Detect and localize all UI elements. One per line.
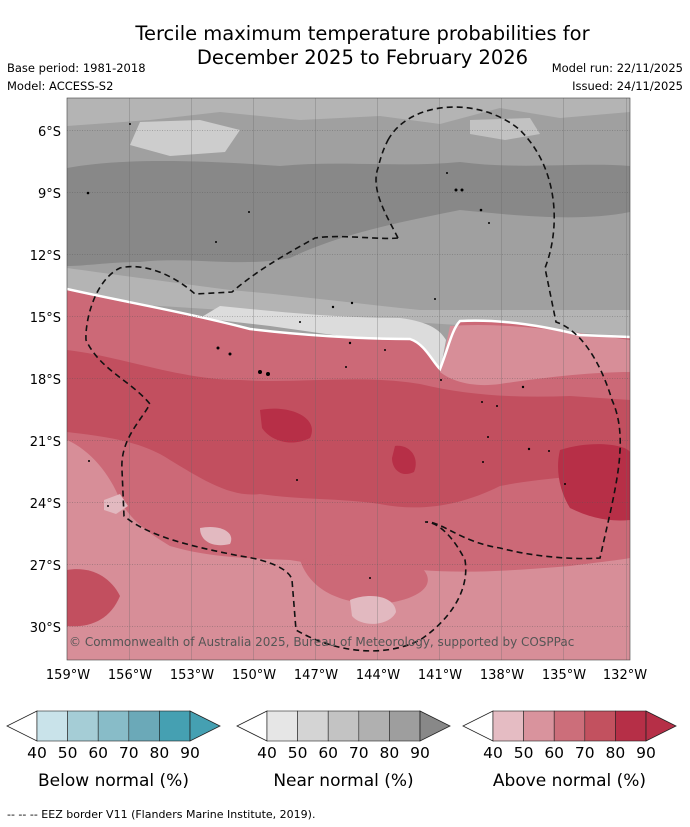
latitude-labels: 6°S 9°S 12°S 15°S 18°S 21°S 24°S 27°S 30… [30, 125, 61, 636]
lat-label: 27°S [30, 559, 61, 574]
title-line-2: December 2025 to February 2026 [196, 46, 529, 69]
near-normal-lower-light [67, 268, 630, 336]
lat-label: 18°S [30, 373, 61, 388]
near-normal-legend-swatch [327, 710, 360, 742]
below-normal-legend-low-arrow [6, 710, 38, 742]
above-normal-legend-swatch [523, 710, 555, 742]
below-normal-legend-tick: 60 [88, 744, 109, 762]
above-normal-legend-tick: 60 [544, 744, 565, 762]
eez-french-polynesia [85, 106, 622, 652]
islands [86, 123, 566, 579]
legend-colorbars [6, 710, 677, 742]
lon-label: 159°W [46, 668, 90, 683]
model-run: Model run: 22/11/2025 [551, 61, 683, 75]
lon-label: 147°W [294, 668, 338, 683]
lon-label: 138°W [480, 668, 524, 683]
below-normal-legend-swatch [97, 710, 130, 742]
map-frame [66, 97, 631, 661]
near-normal-top-light [67, 98, 630, 126]
lat-label: 6°S [38, 125, 61, 140]
near-normal-legend-high-arrow [419, 710, 451, 742]
below-normal-legend-tick: 40 [27, 744, 47, 762]
above-normal-legend-tick: 50 [513, 744, 534, 762]
above-normal-legend-tick: 70 [574, 744, 595, 762]
lat-label: 24°S [30, 497, 61, 512]
lat-label: 30°S [30, 621, 61, 636]
lon-label: 153°W [170, 668, 214, 683]
lon-label: 141°W [418, 668, 462, 683]
below-normal-legend-tick: 70 [118, 744, 139, 762]
meta-right: Model run: 22/11/2025 Issued: 24/11/2025 [552, 59, 683, 95]
above-normal-light-east [440, 324, 630, 386]
near-normal-legend-swatch [358, 710, 390, 742]
above-normal-legend-swatch [584, 710, 616, 742]
near-normal-legend-tick: 70 [348, 744, 369, 762]
above-normal-legend-tick: 40 [483, 744, 503, 762]
near-normal-core [67, 161, 630, 266]
near-normal-patch-light [130, 120, 240, 156]
probability-field [67, 98, 630, 660]
map-title: Tercile maximum temperature probabilitie… [60, 22, 665, 70]
meridians [129, 98, 627, 660]
lat-label: 21°S [30, 435, 61, 450]
base-period: Base period: 1981-2018 [7, 61, 146, 75]
near-normal-legend-swatch [266, 710, 298, 742]
copyright-text: © Commonwealth of Australia 2025, Bureau… [69, 635, 574, 649]
lon-label: 135°W [542, 668, 586, 683]
above-normal-darkest-1 [260, 408, 312, 443]
below-normal-legend-swatch [128, 710, 160, 742]
below-normal-legend-swatch [36, 710, 68, 742]
eez-borders [85, 106, 622, 652]
near-normal-legend-swatch [389, 710, 421, 742]
near-normal-patch-light-2 [470, 118, 540, 140]
lat-label: 15°S [30, 311, 61, 326]
below-normal-legend-swatch [159, 710, 191, 742]
lon-label: 144°W [356, 668, 400, 683]
below-normal-legend-high-arrow [189, 710, 221, 742]
near-normal-legend-low-arrow [236, 710, 268, 742]
eez-footnote: -- -- -- EEZ border V11 (Flanders Marine… [7, 808, 316, 821]
above-normal-legend-swatch [615, 710, 647, 742]
above-normal-light-west [67, 440, 630, 660]
below-normal-legend-tick: 90 [180, 744, 200, 762]
below-normal-legend-tick: 50 [57, 744, 78, 762]
lat-label: 9°S [38, 187, 61, 202]
lon-label: 132°W [603, 668, 647, 683]
above-normal-legend-tick: 80 [605, 744, 626, 762]
near-normal-legend-tick: 40 [257, 744, 277, 762]
above-normal-mid-south [300, 554, 428, 604]
near-normal-legend-tick: 80 [379, 744, 400, 762]
model-name: Model: ACCESS-S2 [7, 79, 114, 93]
longitude-labels: 159°W 156°W 153°W 150°W 147°W 144°W 141°… [46, 668, 647, 683]
above-normal-legend-high-arrow [645, 710, 677, 742]
above-normal-legend-tick: 90 [636, 744, 656, 762]
above-normal-legend-low-arrow [462, 710, 494, 742]
near-normal-legend-swatch [297, 710, 329, 742]
above-normal-dark-sw [67, 569, 120, 627]
above-normal-dark-core [67, 350, 630, 508]
near-normal-legend-tick: 50 [287, 744, 308, 762]
above-normal-legend-title: Above normal (%) [492, 771, 647, 791]
near-normal-legend-title: Near normal (%) [273, 771, 414, 791]
above-normal-lightest-1 [350, 596, 396, 624]
lon-label: 150°W [232, 668, 276, 683]
near-normal-edge-white [200, 306, 446, 372]
issued-date: Issued: 24/11/2025 [572, 79, 683, 93]
below-normal-legend-title: Below normal (%) [38, 771, 189, 791]
above-normal-legend-swatch [492, 710, 524, 742]
lat-label: 12°S [30, 249, 61, 264]
below-normal-legend-swatch [67, 710, 99, 742]
above-normal-white-edge [67, 287, 630, 372]
meta-left: Base period: 1981-2018 Model: ACCESS-S2 [7, 59, 146, 95]
above-normal-lightest-3 [200, 526, 232, 546]
above-normal-legend-swatch [553, 710, 586, 742]
title-line-1: Tercile maximum temperature probabilitie… [135, 22, 590, 45]
below-normal-legend-tick: 80 [149, 744, 170, 762]
above-normal-darkest-2 [392, 445, 416, 475]
near-normal-legend-tick: 60 [318, 744, 339, 762]
near-normal-legend-tick: 90 [410, 744, 430, 762]
lon-label: 156°W [108, 668, 152, 683]
above-normal-lightest-2 [104, 494, 128, 514]
